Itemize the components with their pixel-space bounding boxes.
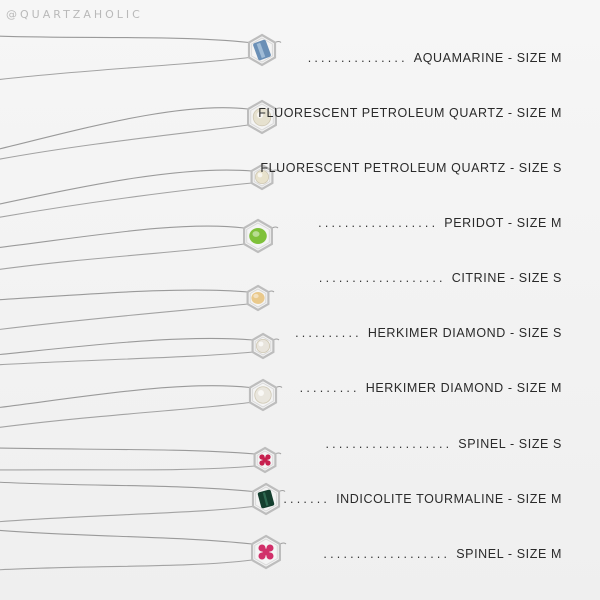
chain-lower: [0, 505, 254, 523]
necklace: [0, 218, 279, 270]
chain-upper: [0, 447, 256, 455]
chain-upper: [0, 529, 253, 545]
label-spinel-s: ................... SPINEL - SIZE S: [326, 436, 563, 452]
label-text: SPINEL - SIZE S: [458, 437, 562, 451]
necklace: [0, 529, 287, 571]
gem-highlight: [253, 293, 259, 299]
label-citrine-s: ................... CITRINE - SIZE S: [319, 270, 562, 286]
gemstone: [255, 338, 270, 353]
chain-upper: [0, 107, 249, 150]
label-petroleum-quartz-m: FLUORESCENT PETROLEUM QUARTZ - SIZE M: [252, 105, 562, 121]
gemstone: [251, 292, 265, 304]
chain-lower: [0, 243, 245, 270]
label-aquamarine-m: ............... AQUAMARINE - SIZE M: [308, 50, 562, 66]
chain-upper: [0, 225, 245, 248]
label-text: FLUORESCENT PETROLEUM QUARTZ - SIZE S: [260, 161, 562, 175]
necklace: [0, 446, 282, 474]
chain-upper: [0, 35, 250, 44]
chain-upper: [0, 481, 254, 493]
pendant-inner-rim: [246, 222, 270, 250]
pendant-inner-rim: [255, 486, 277, 512]
pendant-inner-rim: [251, 37, 273, 63]
label-spinel-m: ................... SPINEL - SIZE M: [323, 546, 562, 562]
gem-highlight: [252, 231, 260, 237]
label-text: INDICOLITE TOURMALINE - SIZE M: [336, 492, 562, 506]
label-indicolite-m: ....... INDICOLITE TOURMALINE - SIZE M: [283, 491, 562, 507]
pendant-inner-rim: [253, 167, 271, 187]
pendant-inner-rim: [256, 450, 274, 470]
label-peridot-m: .................. PERIDOT - SIZE M: [318, 215, 562, 231]
gem-highlight: [262, 492, 269, 506]
necklace: [0, 33, 282, 80]
label-herkimer-m: ......... HERKIMER DIAMOND - SIZE M: [300, 380, 562, 396]
necklace: [0, 284, 275, 330]
label-text: AQUAMARINE - SIZE M: [413, 51, 562, 65]
chain-lower: [0, 351, 254, 366]
label-text: HERKIMER DIAMOND - SIZE S: [367, 326, 562, 340]
leader-dots: ..........: [295, 326, 362, 340]
label-text: SPINEL - SIZE M: [456, 547, 562, 561]
chain-lower: [0, 559, 253, 571]
label-text: CITRINE - SIZE S: [451, 271, 562, 285]
gemstone: [249, 228, 267, 244]
necklace: [0, 481, 286, 523]
label-text: PERIDOT - SIZE M: [444, 216, 562, 230]
pendant-inner-rim: [252, 382, 274, 408]
necklace: [0, 163, 279, 218]
gem-highlight: [258, 341, 264, 347]
leader-dots: .........: [299, 381, 360, 395]
pendant-inner-rim: [254, 538, 278, 566]
chain-lower: [0, 401, 251, 428]
pendant-inner-rim: [250, 103, 274, 131]
gemstone: [262, 548, 270, 556]
gemstone: [262, 457, 268, 463]
necklace: [0, 99, 283, 160]
chain-lower: [0, 182, 253, 218]
gem-highlight: [256, 111, 264, 119]
leader-dots: .......: [283, 492, 331, 506]
chain-upper: [0, 385, 251, 408]
chain-lower: [0, 56, 250, 80]
chain-upper: [0, 289, 249, 301]
gem-highlight: [256, 42, 266, 59]
watermark: @QUARTZAHOLIC: [6, 8, 143, 21]
chain-upper: [0, 337, 254, 356]
necklace: [0, 332, 280, 366]
pendant-inner-rim: [254, 336, 272, 356]
gem-highlight: [257, 172, 263, 178]
chain-lower: [0, 465, 256, 471]
label-text: HERKIMER DIAMOND - SIZE M: [365, 381, 562, 395]
leader-dots: ...................: [323, 547, 451, 561]
chain-upper: [0, 169, 253, 205]
label-herkimer-s: .......... HERKIMER DIAMOND - SIZE S: [295, 325, 562, 341]
label-petroleum-quartz-s: FLUORESCENT PETROLEUM QUARTZ - SIZE S: [254, 160, 562, 176]
pendant-inner-rim: [249, 288, 267, 308]
leader-dots: ...................: [318, 271, 446, 285]
leader-dots: ..................: [318, 216, 439, 230]
gem-highlight: [258, 390, 264, 396]
label-text: FLUORESCENT PETROLEUM QUARTZ - SIZE M: [258, 106, 562, 120]
chain-lower: [0, 124, 249, 160]
chain-lower: [0, 303, 249, 330]
leader-dots: ...................: [325, 437, 453, 451]
necklace: [0, 378, 283, 428]
leader-dots: ...............: [307, 51, 408, 65]
